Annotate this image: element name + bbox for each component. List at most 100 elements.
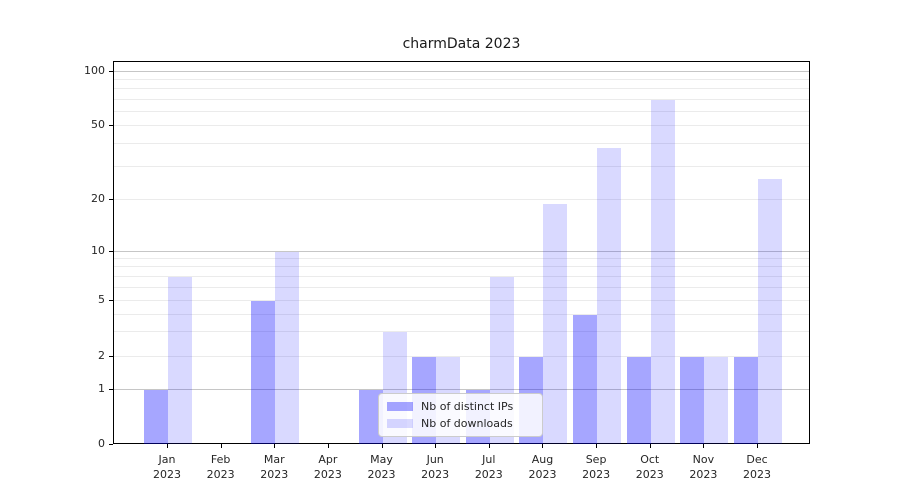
xtick-mark-sep [596,444,598,448]
ytick-label-0: 0 [98,437,105,450]
gridline-50 [114,125,809,126]
xtick-month: Mar [263,453,285,466]
gridline-2 [114,356,809,357]
xtick-label-may: May 2023 [352,452,412,482]
gridline-80 [114,88,809,90]
xtick-label-jun: Jun 2023 [405,452,465,482]
ytick-mark-1 [109,389,113,390]
ytick-label-100: 100 [84,64,105,77]
xtick-month: May [370,453,393,466]
xtick-mark-feb [220,444,222,448]
xtick-year: 2023 [635,468,664,481]
bar-downloads-oct [650,99,675,444]
gridline-60 [114,110,809,112]
legend-item-downloads: Nb of downloads [387,417,534,430]
bar-downloads-aug [543,203,568,444]
bar-distinct-ips-mar [251,301,276,444]
gridline-6 [114,286,809,288]
ytick-label-20: 20 [91,192,105,205]
gridline-70 [114,98,809,100]
gridline-5 [114,300,809,301]
bar-distinct-ips-sep [573,314,598,444]
ytick-mark-10 [109,250,113,252]
plot-area [113,61,810,444]
legend-swatch-downloads [387,419,413,428]
xtick-label-nov: Nov 2023 [673,452,733,482]
gridline-90 [114,79,809,81]
xtick-month: Feb [210,453,231,466]
xtick-year: 2023 [367,468,396,481]
gridline-9 [114,258,809,260]
xtick-label-aug: Aug 2023 [512,452,572,482]
xtick-label-jan: Jan 2023 [137,452,197,482]
xtick-year: 2023 [206,468,235,481]
xtick-month: Nov [692,453,715,466]
gridline-8 [114,266,809,268]
xtick-month: Dec [746,453,768,466]
xtick-year: 2023 [582,468,611,481]
bar-downloads-jan [168,276,192,444]
xtick-mark-jan [167,444,168,448]
chart-title: charmData 2023 [402,36,521,52]
ytick-label-5: 5 [98,293,105,306]
xtick-label-dec: Dec 2023 [727,452,787,482]
xtick-month: Jun [426,453,444,466]
gridline-30 [114,166,809,168]
xtick-year: 2023 [153,468,181,481]
xtick-mark-apr [327,444,329,448]
bar-distinct-ips-jan [144,390,168,444]
legend-item-distinct-ips: Nb of distinct IPs [387,400,534,413]
gridline-40 [114,143,809,145]
ytick-label-10: 10 [91,243,105,257]
xtick-month: Oct [640,453,660,466]
bar-downloads-nov [704,357,729,444]
bar-downloads-mar [275,251,300,444]
xtick-year: 2023 [260,468,289,481]
legend-swatch-distinct-ips [387,402,413,411]
xtick-year: 2023 [313,468,342,481]
xtick-mark-jul [488,444,490,448]
xtick-year: 2023 [528,468,557,481]
xtick-year: 2023 [743,468,771,481]
ytick-mark-100 [109,71,113,72]
xtick-label-sep: Sep 2023 [566,452,626,482]
gridline-10 [114,250,809,252]
xtick-month: Jan [158,453,176,466]
xtick-label-apr: Apr 2023 [298,452,358,482]
gridline-100 [114,71,809,72]
legend-label-downloads: Nb of downloads [421,417,513,430]
xtick-year: 2023 [421,468,450,481]
bar-distinct-ips-oct [626,357,651,444]
ytick-mark-2 [109,356,113,357]
xtick-month: Aug [531,453,554,466]
bar-downloads-dec [758,178,782,444]
xtick-month: Apr [318,453,338,466]
xtick-mark-jun [435,444,437,448]
ytick-label-50: 50 [91,118,105,131]
bar-distinct-ips-nov [680,357,705,444]
ytick-label-2: 2 [98,349,105,362]
legend: Nb of distinct IPs Nb of downloads [378,393,543,437]
xtick-year: 2023 [474,468,503,481]
xtick-mark-aug [542,444,544,448]
legend-label-distinct-ips: Nb of distinct IPs [421,400,514,413]
gridline-3 [114,331,809,333]
ytick-mark-0 [109,444,113,445]
xtick-mark-may [381,444,383,448]
ytick-mark-20 [109,199,113,200]
xtick-label-oct: Oct 2023 [620,452,680,482]
ytick-mark-50 [109,125,113,126]
xtick-mark-nov [703,444,705,448]
ytick-mark-5 [109,300,113,301]
xtick-label-mar: Mar 2023 [244,452,304,482]
gridline-20 [114,199,809,200]
ytick-label-1: 1 [98,382,105,395]
xtick-label-feb: Feb 2023 [191,452,251,482]
xtick-year: 2023 [689,468,718,481]
xtick-mark-dec [757,444,758,448]
xtick-label-jul: Jul 2023 [459,452,519,482]
gridline-7 [114,275,809,277]
xtick-mark-mar [274,444,276,448]
gridline-1 [114,389,809,390]
